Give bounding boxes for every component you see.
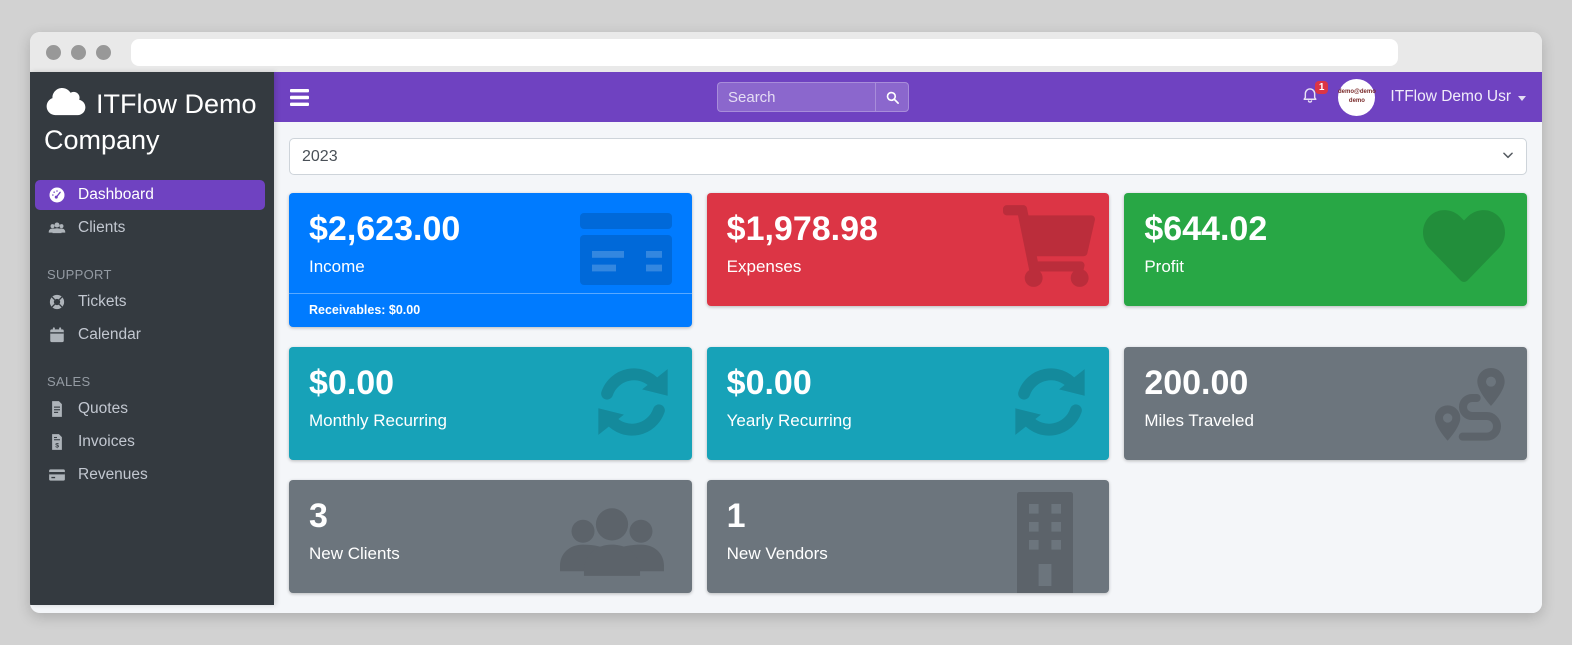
sidebar: ITFlow Demo Company Dashboard Clients SU… [30, 72, 274, 605]
sync-icon [590, 360, 676, 444]
credit-card-icon [578, 211, 674, 287]
life-ring-icon [46, 293, 67, 311]
notifications-button[interactable]: 1 [1301, 81, 1329, 109]
new-vendors-value: 1 [726, 497, 746, 536]
avatar-text: demo [1348, 98, 1365, 104]
top-navbar: 1 demo@demo demo ITFlow Demo Usr [274, 72, 1542, 122]
file-icon [46, 400, 67, 418]
calendar-icon [46, 326, 67, 344]
sidebar-item-label: Clients [78, 219, 126, 237]
sidebar-toggle-button[interactable] [290, 88, 309, 106]
miles-traveled-label: Miles Traveled [1144, 411, 1254, 431]
window-controls [46, 44, 111, 60]
hamburger-icon [290, 88, 309, 106]
notification-badge: 1 [1314, 81, 1329, 94]
avatar-text: demo@demo [1338, 89, 1376, 95]
building-icon [1007, 490, 1083, 594]
caret-down-icon [1518, 95, 1526, 101]
miles-traveled-value: 200.00 [1144, 364, 1249, 403]
yearly-recurring-value: $0.00 [726, 364, 812, 403]
browser-window: ITFlow Demo Company Dashboard Clients SU… [30, 32, 1542, 613]
miles-traveled-card: 200.00 Miles Traveled [1124, 347, 1527, 461]
users-icon [46, 219, 67, 237]
expenses-card: $1,978.98 Expenses [706, 193, 1110, 306]
route-icon [1429, 364, 1513, 444]
main-area: 1 demo@demo demo ITFlow Demo Usr 2023 [274, 72, 1542, 613]
sidebar-item-dashboard[interactable]: Dashboard [35, 180, 265, 211]
sidebar-item-label: Invoices [78, 433, 135, 451]
sync-icon [1007, 360, 1093, 444]
sidebar-item-invoices[interactable]: $ Invoices [35, 427, 265, 457]
search-button[interactable] [875, 82, 909, 112]
user-dropdown[interactable]: ITFlow Demo Usr [1390, 88, 1526, 106]
new-clients-value: 3 [309, 497, 328, 536]
monthly-recurring-label: Monthly Recurring [309, 411, 447, 431]
sidebar-item-label: Revenues [78, 466, 148, 484]
stat-cards-grid: $2,623.00 Income Receivables: $0.00 $1,9… [289, 193, 1527, 594]
expenses-label: Expenses [726, 257, 802, 277]
sidebar-item-quotes[interactable]: Quotes [35, 394, 265, 424]
tachometer-icon [46, 186, 67, 204]
cloud-icon [46, 87, 86, 116]
svg-text:$: $ [55, 443, 59, 450]
sidebar-item-tickets[interactable]: Tickets [35, 287, 265, 317]
yearly-recurring-label: Yearly Recurring [726, 411, 852, 431]
credit-card-icon [46, 466, 67, 484]
users-icon [556, 494, 668, 586]
sidebar-item-label: Quotes [78, 400, 128, 418]
url-bar[interactable] [131, 38, 1398, 66]
profit-card: $644.02 Profit [1124, 193, 1527, 306]
navbar-search [717, 82, 909, 112]
profit-value: $644.02 [1144, 210, 1268, 248]
sidebar-item-label: Dashboard [78, 186, 154, 204]
sidebar-nav: Dashboard Clients SUPPORT Tickets [30, 180, 274, 490]
year-select[interactable]: 2023 [289, 138, 1527, 175]
window-control-dot[interactable] [71, 44, 86, 60]
browser-chrome [30, 32, 1542, 72]
new-clients-label: New Clients [309, 544, 400, 564]
sidebar-item-label: Calendar [78, 326, 141, 344]
heart-icon [1419, 205, 1509, 287]
monthly-recurring-value: $0.00 [309, 364, 395, 403]
sidebar-section-sales: SALES [47, 374, 91, 390]
brand-logo[interactable]: ITFlow Demo Company [30, 72, 274, 170]
search-icon [886, 91, 899, 104]
dashboard-content: 2023 $2,623.00 Income [274, 122, 1542, 613]
search-input[interactable] [717, 82, 875, 112]
monthly-recurring-card: $0.00 Monthly Recurring [289, 347, 692, 461]
profit-label: Profit [1144, 257, 1185, 277]
income-label: Income [309, 257, 365, 277]
year-filter: 2023 [289, 138, 1527, 175]
navbar-right: 1 demo@demo demo ITFlow Demo Usr [1301, 78, 1526, 116]
new-vendors-card: 1 New Vendors [706, 480, 1110, 594]
bell-icon [1303, 88, 1317, 103]
sidebar-section-support: SUPPORT [47, 267, 112, 283]
income-card: $2,623.00 Income Receivables: $0.00 [289, 193, 692, 328]
income-footer: Receivables: $0.00 [289, 293, 692, 327]
expenses-value: $1,978.98 [726, 210, 878, 248]
sidebar-item-calendar[interactable]: Calendar [35, 320, 265, 350]
brand-text: ITFlow Demo Company [44, 89, 257, 155]
new-vendors-label: New Vendors [726, 544, 828, 564]
window-control-dot[interactable] [46, 44, 61, 60]
shopping-cart-icon [1003, 205, 1096, 287]
sidebar-item-clients[interactable]: Clients [35, 213, 265, 243]
sidebar-item-label: Tickets [78, 293, 127, 311]
avatar[interactable]: demo@demo demo [1338, 78, 1376, 116]
yearly-recurring-card: $0.00 Yearly Recurring [706, 347, 1110, 461]
new-clients-card: 3 New Clients [289, 480, 692, 594]
user-name: ITFlow Demo Usr [1390, 88, 1511, 105]
sidebar-item-revenues[interactable]: Revenues [35, 460, 265, 490]
file-invoice-dollar-icon: $ [46, 433, 67, 451]
income-value: $2,623.00 [309, 210, 461, 248]
window-control-dot[interactable] [96, 44, 111, 60]
